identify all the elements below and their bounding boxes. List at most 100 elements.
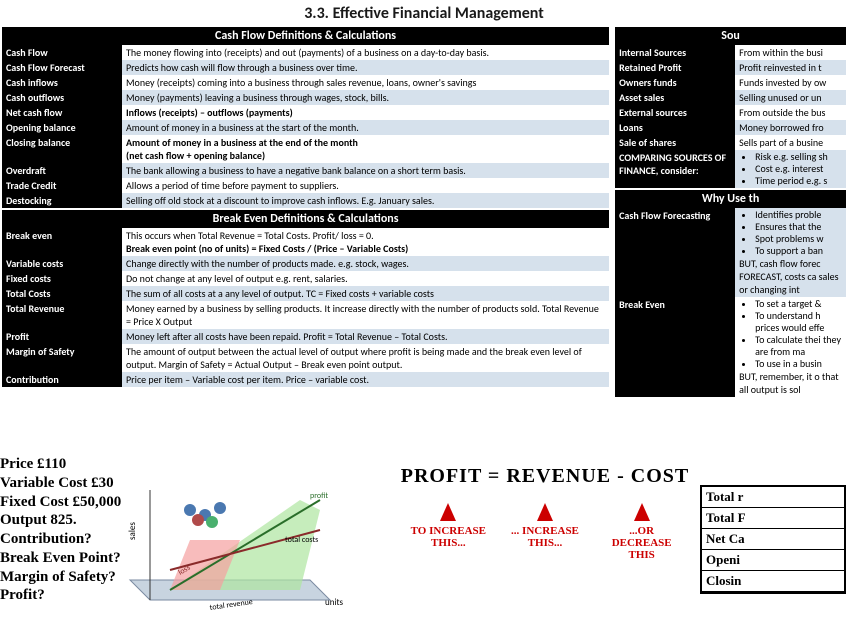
definition-cell: Money (payments) leaving a business thro… (122, 90, 609, 105)
sources-table: Internal SourcesFrom within the busiReta… (615, 45, 846, 188)
definition-cell: Do not change at any level of output e.g… (122, 271, 609, 286)
mini-row: Closin (702, 571, 844, 592)
term-cell: Cash Flow Forecasting (615, 208, 735, 297)
term-cell: Asset sales (615, 90, 735, 105)
term-cell: Fixed costs (2, 271, 122, 286)
table-row: Opening balanceAmount of money in a busi… (2, 120, 609, 135)
axis-label-units: units (325, 597, 344, 608)
page-title: 3.3. Effective Financial Management (0, 0, 848, 27)
left-column: Cash Flow Definitions & Calculations Cas… (2, 27, 609, 397)
definition-cell: Allows a period of time before payment t… (122, 178, 609, 193)
table-row: COMPARING SOURCES OF FINANCE, consider:R… (615, 150, 846, 188)
term-cell: Cash outflows (2, 90, 122, 105)
term-cell: Cash Flow (2, 45, 122, 60)
definition-cell: From outside the bus (735, 105, 846, 120)
term-cell: Profit (2, 329, 122, 344)
definition-cell: Money earned by a business by selling pr… (122, 301, 609, 329)
term-cell: Total Revenue (2, 301, 122, 329)
definition-cell: Money borrowed fro (735, 120, 846, 135)
definition-cell: The bank allowing a business to have a n… (122, 163, 609, 178)
table-row: Trade CreditAllows a period of time befo… (2, 178, 609, 193)
definition-cell: Sells part of a busine (735, 135, 846, 150)
definition-cell: Money (receipts) coming into a business … (122, 75, 609, 90)
table-row: DestockingSelling off old stock at a dis… (2, 193, 609, 208)
definition-cell: This occurs when Total Revenue = Total C… (122, 228, 609, 256)
table-row: ContributionPrice per item – Variable co… (2, 372, 609, 387)
mini-row: Net Ca (702, 529, 844, 550)
table-row: Cash Flow ForecastingIdentifies probleEn… (615, 208, 846, 297)
table-row: Asset salesSelling unused or un (615, 90, 846, 105)
label-total-costs: total costs (285, 535, 318, 545)
cashflow-header: Cash Flow Definitions & Calculations (2, 27, 609, 45)
definition-cell: Amount of money in a business at the sta… (122, 120, 609, 135)
term-cell: Owners funds (615, 75, 735, 90)
table-row: Total CostsThe sum of all costs at a any… (2, 286, 609, 301)
table-row: External sourcesFrom outside the bus (615, 105, 846, 120)
label-profit: profit (310, 491, 328, 501)
term-cell: Total Costs (2, 286, 122, 301)
table-row: Owners fundsFunds invested by ow (615, 75, 846, 90)
table-row: Variable costsChange directly with the n… (2, 256, 609, 271)
definition-cell: Selling off old stock at a discount to i… (122, 193, 609, 208)
definition-cell: The amount of output between the actual … (122, 344, 609, 372)
definition-cell: The sum of all costs at a any level of o… (122, 286, 609, 301)
sources-header: Sou (615, 27, 846, 45)
term-cell: Destocking (2, 193, 122, 208)
term-cell: Break Even (615, 297, 735, 397)
whyuse-header: Why Use th (615, 190, 846, 208)
arrow-increase-revenue: ... INCREASE THIS... (505, 503, 585, 561)
table-row: LoansMoney borrowed fro (615, 120, 846, 135)
table-row: Break evenThis occurs when Total Revenue… (2, 228, 609, 256)
mini-row: Total F (702, 508, 844, 529)
term-cell: External sources (615, 105, 735, 120)
definition-cell: Price per item – Variable cost per item.… (122, 372, 609, 387)
table-row: Cash Flow ForecastPredicts how cash will… (2, 60, 609, 75)
definition-cell: Profit reinvested in t (735, 60, 846, 75)
definition-cell: Change directly with the number of produ… (122, 256, 609, 271)
table-row: OverdraftThe bank allowing a business to… (2, 163, 609, 178)
profit-equation: PROFIT = REVENUE - COST TO INCREASE THIS… (400, 465, 690, 561)
definition-cell: From within the busi (735, 45, 846, 60)
term-cell: Cash inflows (2, 75, 122, 90)
definition-cell: Predicts how cash will flow through a bu… (122, 60, 609, 75)
breakeven-3d-chart: sales profit total costs total revenue l… (120, 460, 370, 630)
term-cell: Retained Profit (615, 60, 735, 75)
cashflow-table: Cash FlowThe money flowing into (receipt… (2, 45, 609, 208)
term-cell: Break even (2, 228, 122, 256)
whyuse-table: Cash Flow ForecastingIdentifies probleEn… (615, 208, 846, 397)
table-row: Break EvenTo set a target &To understand… (615, 297, 846, 397)
arrow-increase-profit: TO INCREASE THIS... (408, 503, 488, 561)
definition-cell: Identifies probleEnsures that theSpot pr… (735, 208, 846, 297)
definition-cell: Funds invested by ow (735, 75, 846, 90)
bottom-illustrations: Price £110Variable Cost £30Fixed Cost £5… (0, 455, 848, 637)
term-cell: Trade Credit (2, 178, 122, 193)
table-row: Total RevenueMoney earned by a business … (2, 301, 609, 329)
table-row: Cash outflowsMoney (payments) leaving a … (2, 90, 609, 105)
definition-cell: Inflows (receipts) – outflows (payments) (122, 105, 609, 120)
table-row: Sale of sharesSells part of a busine (615, 135, 846, 150)
mini-row: Openi (702, 550, 844, 571)
term-cell: Variable costs (2, 256, 122, 271)
term-cell: Overdraft (2, 163, 122, 178)
definition-cell: Risk e.g. selling shCost e.g. interestTi… (735, 150, 846, 188)
definition-cell: To set a target &To understand h prices … (735, 297, 846, 397)
mini-row: Total r (702, 487, 844, 508)
term-cell: Margin of Safety (2, 344, 122, 372)
arrow-decrease-cost: ...OR DECREASE THIS (602, 503, 682, 561)
term-cell: Closing balance (2, 135, 122, 163)
table-row: Internal SourcesFrom within the busi (615, 45, 846, 60)
main-columns: Cash Flow Definitions & Calculations Cas… (0, 27, 848, 397)
table-row: Net cash flowInflows (receipts) – outflo… (2, 105, 609, 120)
breakeven-table: Break evenThis occurs when Total Revenue… (2, 228, 609, 387)
definition-cell: The money flowing into (receipts) and ou… (122, 45, 609, 60)
term-cell: Sale of shares (615, 135, 735, 150)
table-row: Cash FlowThe money flowing into (receipt… (2, 45, 609, 60)
equation-text: PROFIT = REVENUE - COST (400, 465, 690, 488)
table-row: ProfitMoney left after all costs have be… (2, 329, 609, 344)
term-cell: COMPARING SOURCES OF FINANCE, consider: (615, 150, 735, 188)
definition-cell: Money left after all costs have been rep… (122, 329, 609, 344)
axis-label-sales: sales (127, 522, 138, 540)
table-row: Closing balanceAmount of money in a busi… (2, 135, 609, 163)
term-cell: Internal Sources (615, 45, 735, 60)
term-cell: Contribution (2, 372, 122, 387)
